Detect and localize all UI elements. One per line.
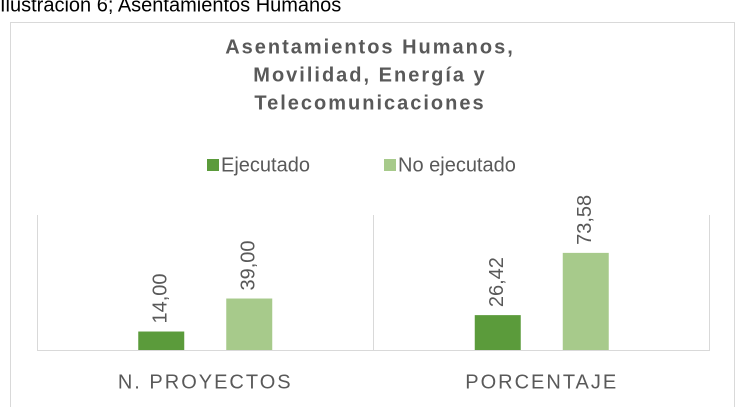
bar bbox=[562, 252, 609, 350]
bar bbox=[474, 315, 521, 350]
legend-swatch bbox=[207, 159, 219, 171]
x-tick-label: N. PROYECTOS bbox=[118, 371, 293, 393]
caption: Ilustración 6; Asentamientos Humanos bbox=[0, 0, 341, 16]
legend-label: No ejecutado bbox=[398, 154, 516, 176]
data-label: 39,00 bbox=[238, 240, 260, 290]
data-label: 73,58 bbox=[574, 195, 596, 245]
bar bbox=[138, 331, 185, 350]
legend-label: Ejecutado bbox=[221, 154, 310, 176]
chart-title: Telecomunicaciones bbox=[254, 92, 485, 114]
chart-title: Movilidad, Energía y bbox=[253, 64, 486, 86]
chart-title: Asentamientos Humanos, bbox=[225, 36, 515, 58]
bar bbox=[226, 298, 273, 350]
data-label: 26,42 bbox=[486, 257, 508, 307]
chart-frame bbox=[10, 22, 735, 407]
x-tick-label: PORCENTAJE bbox=[465, 371, 618, 393]
legend-swatch bbox=[384, 159, 396, 171]
data-label: 14,00 bbox=[150, 273, 172, 323]
